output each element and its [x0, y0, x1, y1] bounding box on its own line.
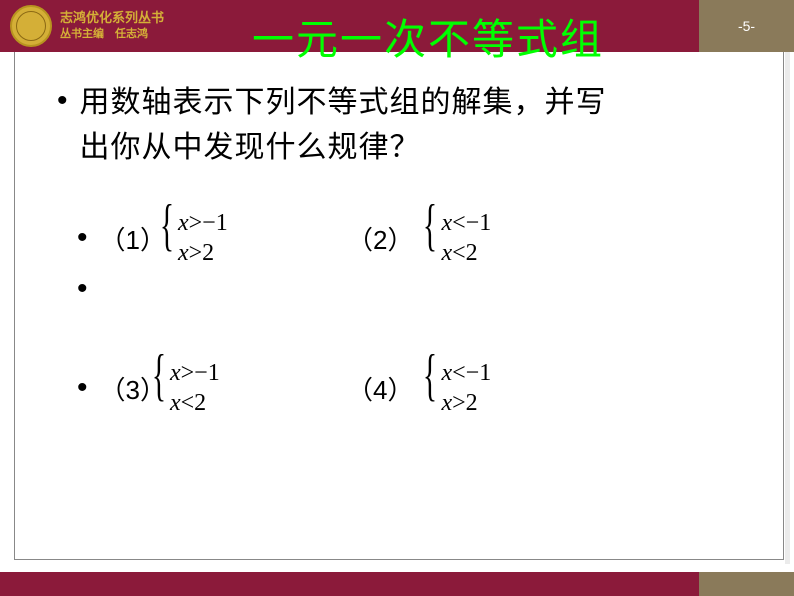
slide-shadow [785, 52, 790, 564]
problem-4-eq1: x<−1 [441, 358, 491, 388]
page-number: -5- [699, 0, 794, 52]
problem-1-eq1: x>−1 [178, 208, 228, 238]
brace-icon: { [160, 192, 174, 257]
slide-footer [0, 572, 794, 596]
problem-1: • （1） { x>−1 x>2 [77, 208, 228, 268]
series-logo [10, 5, 52, 47]
brace-icon: { [423, 342, 437, 407]
problem-3-system: { x>−1 x<2 [160, 358, 220, 418]
brace-icon: { [423, 192, 437, 257]
instruction-row: • 用数轴表示下列不等式组的解集，并写 出你从中发现什么规律？ [57, 80, 741, 170]
problem-2-eq2: x<2 [441, 238, 491, 268]
bullet-icon: • [57, 80, 68, 122]
problem-3-eq1: x>−1 [170, 358, 220, 388]
problem-2-eq1: x<−1 [441, 208, 491, 238]
slide-content: • 用数轴表示下列不等式组的解集，并写 出你从中发现什么规律？ • （1） { … [14, 52, 784, 560]
problem-1-eq2: x>2 [178, 238, 228, 268]
problem-2-system: { x<−1 x<2 [431, 208, 491, 268]
problems-area: • （1） { x>−1 x>2 （2） { x<−1 x<2 • [57, 208, 741, 508]
bullet-icon: • [77, 217, 88, 259]
problem-4-eq2: x>2 [441, 388, 491, 418]
bullet-icon: • [77, 268, 88, 310]
instruction-text: 用数轴表示下列不等式组的解集，并写 出你从中发现什么规律？ [80, 80, 607, 170]
footer-accent [699, 572, 794, 596]
problem-2: （2） { x<−1 x<2 [347, 208, 491, 268]
bullet-icon: • [77, 367, 88, 409]
problem-3-eq2: x<2 [170, 388, 220, 418]
bullet-spacer: • [77, 268, 100, 310]
problem-1-system: { x>−1 x>2 [168, 208, 228, 268]
problem-3: • （3） { x>−1 x<2 [77, 358, 220, 418]
problem-4-system: { x<−1 x>2 [431, 358, 491, 418]
series-title-block: 志鸿优化系列丛书 丛书主编 任志鸿 [60, 10, 164, 41]
slide-header: 志鸿优化系列丛书 丛书主编 任志鸿 一元一次不等式组 -5- [0, 0, 794, 52]
problem-4-label: （4） [347, 370, 413, 407]
brace-icon: { [152, 342, 166, 407]
problem-4: （4） { x<−1 x>2 [347, 358, 491, 418]
series-editor: 丛书主编 任志鸿 [60, 27, 164, 41]
problem-1-label: （1） [100, 220, 166, 257]
problem-2-label: （2） [347, 220, 413, 257]
series-title: 志鸿优化系列丛书 [60, 10, 164, 25]
